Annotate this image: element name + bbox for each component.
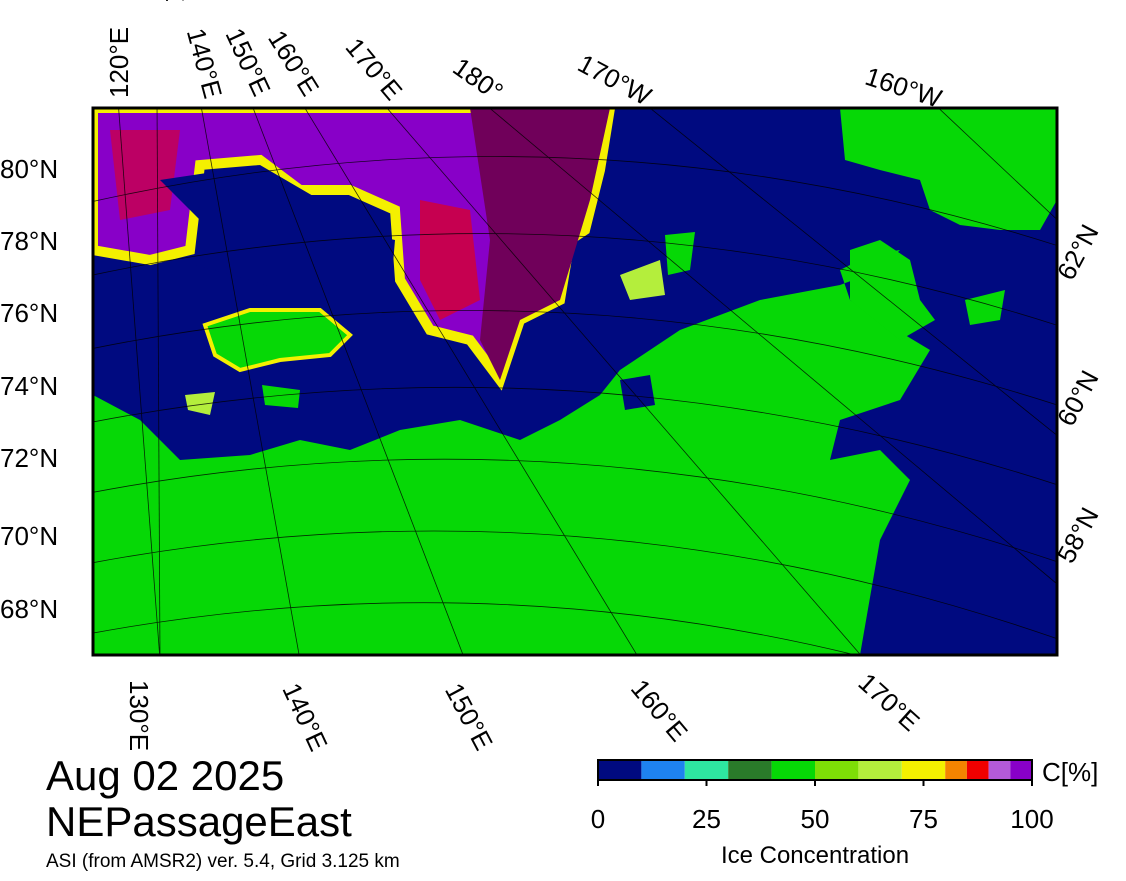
longitude-label: 170°E — [853, 667, 926, 737]
latitude-label: 68°N — [0, 594, 58, 624]
date: Aug 02 2025 — [46, 752, 284, 799]
colorbar-segment — [641, 760, 685, 780]
land — [850, 240, 935, 340]
ice-patch — [420, 200, 480, 320]
parallel — [93, 602, 858, 655]
colorbar-segment — [684, 760, 729, 780]
caption: ASI (from AMSR2) ver. 5.4, Grid 3.125 km — [46, 851, 400, 872]
parallel — [93, 530, 1057, 640]
bay — [620, 375, 655, 410]
longitude-label: 130°E — [160, 0, 190, 2]
island — [965, 290, 1005, 325]
colorbar-segment — [728, 760, 772, 780]
ice-edge — [93, 108, 616, 391]
colorbar-unit: C[%] — [1042, 757, 1098, 787]
meridian — [386, 108, 862, 655]
colorbar-tick-label: 75 — [909, 804, 938, 834]
map-layer — [93, 108, 1057, 655]
colorbar-segment — [858, 760, 902, 780]
colorbar-segment — [1010, 760, 1032, 780]
colorbar-tick-label: 0 — [591, 804, 605, 834]
latitude-label: 80°N — [0, 154, 58, 184]
colorbar-label: Ice Concentration — [721, 842, 909, 869]
colorbar: 0 25 50 75 100 — [591, 760, 1054, 834]
parallel — [93, 458, 1057, 563]
colorbar-segment — [945, 760, 967, 780]
longitude-label: 140°E — [276, 678, 333, 755]
meridian — [118, 108, 161, 655]
latitude-label: 78°N — [0, 226, 58, 256]
colorbar-tick-label: 100 — [1010, 804, 1053, 834]
meridian — [937, 108, 1057, 221]
island — [185, 392, 215, 415]
colorbar-segment — [988, 760, 1011, 780]
latitude-label: 62°N — [1051, 219, 1105, 284]
longitude-label: 120°E — [104, 27, 134, 98]
latitude-label: 60°N — [1051, 365, 1105, 430]
parallel — [93, 386, 1057, 486]
meridian — [252, 108, 464, 655]
longitude-label: 170°W — [573, 48, 657, 111]
meridian — [488, 108, 1057, 585]
colorbar-segment — [966, 760, 989, 780]
meridian — [649, 108, 1057, 436]
longitude-label: 150°E — [220, 23, 277, 100]
colorbar-tick-label: 25 — [692, 804, 721, 834]
parallel — [93, 233, 1057, 326]
meridian — [156, 108, 161, 655]
meridian — [304, 108, 638, 655]
colorbar-segment — [815, 760, 859, 780]
longitude-label: 170°E — [340, 32, 409, 106]
colorbar-tick-label: 50 — [801, 804, 830, 834]
latitude-label: 74°N — [0, 371, 58, 401]
island — [620, 260, 665, 300]
ice-patch — [110, 130, 180, 220]
longitude-label: 160°E — [625, 673, 694, 747]
map-frame — [91, 106, 1059, 657]
ice-core — [470, 108, 610, 380]
parallel — [93, 310, 1057, 406]
longitude-label: 180° — [448, 51, 509, 106]
latitude-label: 76°N — [0, 298, 58, 328]
longitude-label: 160°W — [862, 61, 946, 114]
colorbar-segment — [598, 760, 642, 780]
open-water — [160, 165, 395, 300]
latitude-label: 70°N — [0, 521, 58, 551]
colorbar-segment — [771, 760, 815, 780]
island — [665, 232, 695, 275]
colorbar-frame — [597, 759, 1033, 781]
latitude-label: 72°N — [0, 443, 58, 473]
longitude-label: 150°E — [439, 678, 499, 755]
island — [262, 385, 300, 408]
parallel — [93, 156, 1057, 247]
colorbar-segment — [901, 760, 946, 780]
longitude-label: 130°E — [124, 680, 154, 751]
land — [840, 108, 1057, 230]
graticule — [93, 108, 1057, 655]
latitude-label: 58°N — [1051, 502, 1105, 567]
meridian — [201, 108, 300, 655]
island — [202, 308, 353, 373]
region: NEPassageEast — [46, 798, 352, 845]
